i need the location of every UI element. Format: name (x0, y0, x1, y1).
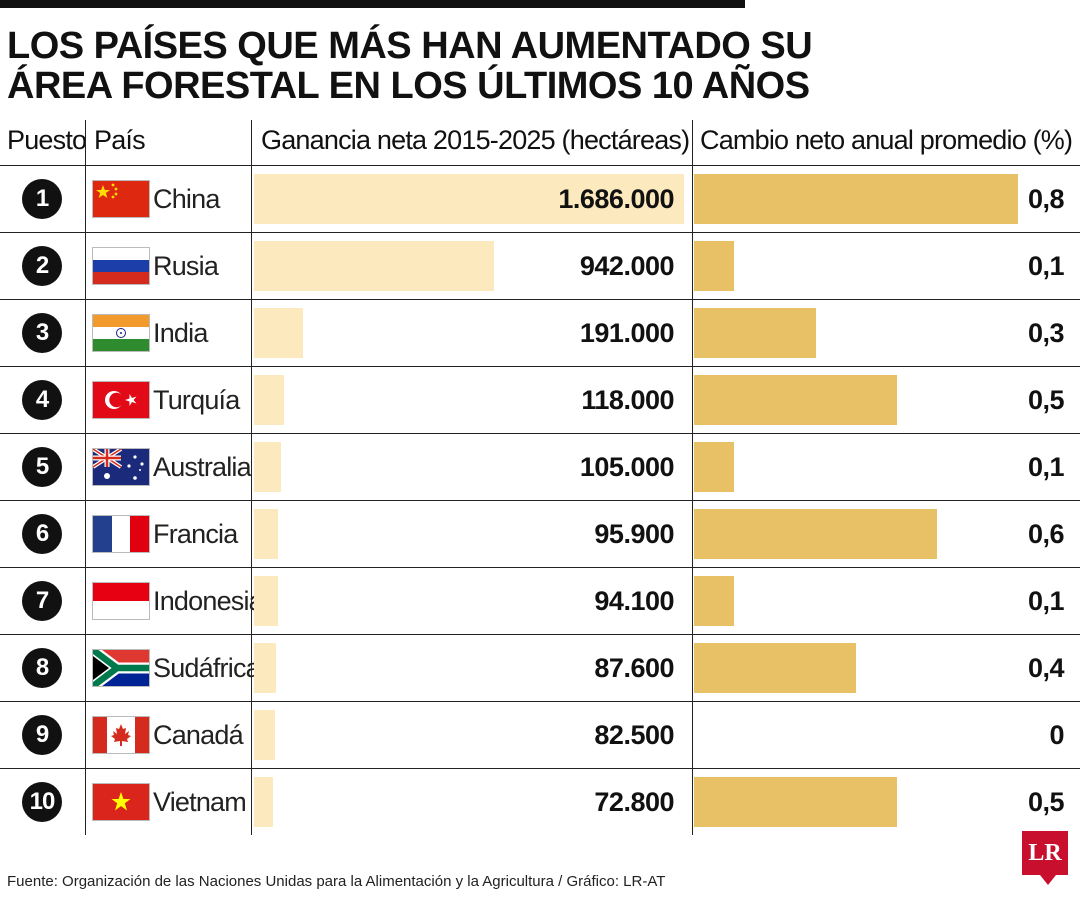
rate-value-label: 0 (1049, 719, 1064, 750)
rank-badge: 2 (22, 245, 62, 286)
source-note: Fuente: Organización de las Naciones Uni… (7, 873, 666, 890)
rank-badge: 7 (22, 580, 62, 621)
row-divider (0, 768, 1080, 769)
country-name: Vietnam (153, 786, 247, 817)
header-gain: Ganancia neta 2015-2025 (hectáreas) (261, 125, 690, 155)
canada-flag-icon (93, 716, 149, 753)
india-flag-icon (93, 314, 149, 351)
china-flag-icon (93, 180, 149, 217)
gain-value-label: 1.686.000 (558, 183, 674, 214)
row-divider (0, 500, 1080, 501)
rank-badge: 4 (22, 379, 62, 420)
gain-value-label: 105.000 (579, 451, 675, 482)
rate-bar (694, 575, 734, 626)
rate-bar (694, 508, 937, 559)
gain-bar (254, 709, 275, 760)
rank-badge: 8 (22, 647, 62, 688)
gain-bar (254, 508, 278, 559)
row-divider (0, 701, 1080, 702)
gain-value-label: 87.600 (594, 652, 674, 683)
header-rank: Puesto (7, 125, 87, 155)
lr-logo-tail (1040, 875, 1056, 885)
country-name: Indonesia (153, 585, 264, 616)
rate-value-label: 0,6 (1027, 518, 1065, 549)
vietnam-flag-icon (93, 783, 149, 820)
country-name: Australia (153, 451, 252, 482)
column-divider (251, 120, 252, 835)
country-name: Francia (153, 518, 238, 549)
gain-bar (254, 374, 284, 425)
row-divider (0, 567, 1080, 568)
rank-badge: 6 (22, 513, 62, 554)
rate-value-label: 0,8 (1027, 183, 1065, 214)
south-africa-flag-icon (93, 649, 149, 686)
australia-flag-icon (93, 448, 149, 485)
country-name: Canadá (153, 719, 244, 750)
rate-value-label: 0,1 (1027, 585, 1065, 616)
country-name: Rusia (153, 250, 219, 281)
rank-badge: 10 (22, 781, 62, 822)
header-rate: Cambio neto anual promedio (%) (700, 125, 1073, 155)
rate-value-label: 0,1 (1027, 451, 1065, 482)
rate-bar (694, 240, 734, 291)
lr-logo: LR (1022, 831, 1068, 875)
rate-bar (694, 374, 897, 425)
gain-value-label: 942.000 (579, 250, 675, 281)
title-line-2: ÁREA FORESTAL EN LOS ÚLTIMOS 10 AÑOS (7, 65, 810, 107)
gain-value-label: 95.900 (594, 518, 674, 549)
gain-bar (254, 307, 303, 358)
rank-badge: 5 (22, 446, 62, 487)
gain-bar (254, 642, 276, 693)
rank-badge: 3 (22, 312, 62, 353)
turkey-flag-icon (93, 381, 149, 418)
indonesia-flag-icon (93, 582, 149, 619)
russia-flag-icon (93, 247, 149, 284)
france-flag-icon (93, 515, 149, 552)
rate-value-label: 0,5 (1027, 384, 1065, 415)
rate-bar (694, 307, 816, 358)
gain-bar (254, 173, 684, 224)
top-rule (0, 0, 745, 8)
rate-value-label: 0,5 (1027, 786, 1065, 817)
country-name: China (153, 183, 220, 214)
row-divider (0, 232, 1080, 233)
column-divider (85, 120, 86, 835)
gain-bar (254, 240, 494, 291)
country-name: Turquía (153, 384, 240, 415)
country-name: Sudáfrica (153, 652, 261, 683)
gain-value-label: 118.000 (581, 384, 674, 415)
rate-value-label: 0,1 (1027, 250, 1065, 281)
header-divider (0, 165, 1080, 166)
gain-bar (254, 575, 278, 626)
gain-value-label: 82.500 (594, 719, 674, 750)
gain-value-label: 94.100 (594, 585, 674, 616)
rate-bar (694, 776, 897, 827)
country-name: India (153, 317, 208, 348)
header-country: País (94, 125, 146, 155)
rank-badge: 9 (22, 714, 62, 755)
rate-bar (694, 642, 856, 693)
rate-value-label: 0,3 (1027, 317, 1065, 348)
row-divider (0, 366, 1080, 367)
column-divider (692, 120, 693, 835)
rate-value-label: 0,4 (1027, 652, 1065, 683)
gain-value-label: 72.800 (594, 786, 674, 817)
chart-title: LOS PAÍSES QUE MÁS HAN AUMENTADO SU ÁREA… (7, 26, 1007, 106)
row-divider (0, 299, 1080, 300)
gain-bar (254, 776, 273, 827)
gain-value-label: 191.000 (579, 317, 675, 348)
rank-badge: 1 (22, 178, 62, 219)
title-line-1: LOS PAÍSES QUE MÁS HAN AUMENTADO SU (7, 25, 813, 67)
row-divider (0, 634, 1080, 635)
rate-bar (694, 441, 734, 492)
rate-bar (694, 173, 1018, 224)
row-divider (0, 433, 1080, 434)
gain-bar (254, 441, 281, 492)
